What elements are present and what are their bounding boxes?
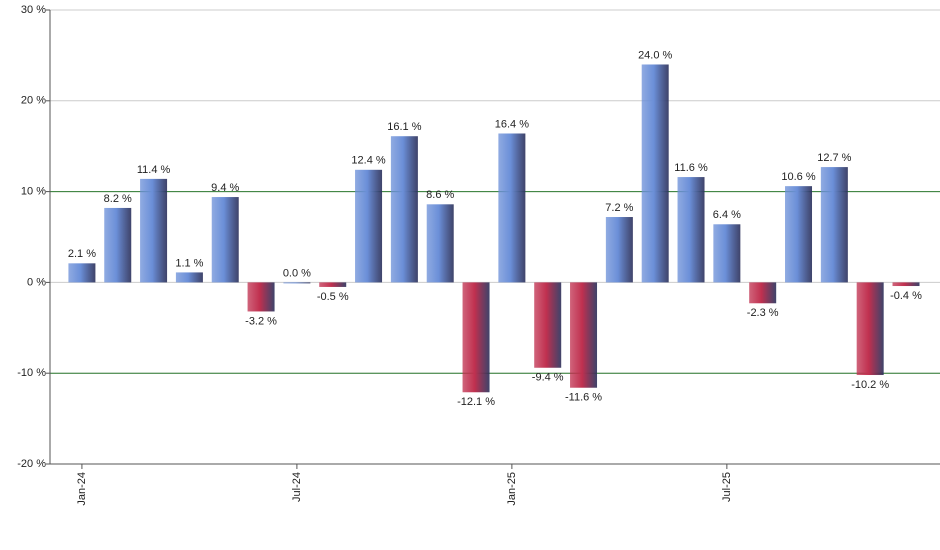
y-tick-label: -10 % (17, 367, 46, 379)
value-label: -0.4 % (890, 290, 922, 302)
bar (785, 186, 813, 283)
value-label: -11.6 % (565, 392, 602, 404)
bar (820, 167, 848, 283)
bar (677, 177, 705, 283)
value-label: -9.4 % (532, 372, 564, 384)
value-label: 24.0 % (638, 49, 672, 61)
bar (355, 169, 383, 283)
value-label: -10.2 % (851, 379, 889, 391)
value-label: 12.4 % (351, 155, 385, 167)
value-label: 8.6 % (426, 189, 454, 201)
value-label: 2.1 % (68, 248, 96, 260)
bar (319, 282, 347, 287)
x-tick-label: Jul-25 (721, 472, 733, 502)
value-label: 10.6 % (781, 171, 815, 183)
bar (641, 64, 669, 283)
value-label: 8.2 % (104, 193, 132, 205)
value-label: 12.7 % (817, 152, 851, 164)
y-tick-label: 20 % (21, 95, 46, 107)
bar (856, 282, 884, 376)
x-tick-label: Jan-24 (76, 472, 88, 506)
y-tick-label: 30 % (21, 4, 46, 16)
value-label: -12.1 % (457, 396, 495, 408)
y-tick-label: -20 % (17, 458, 46, 470)
bar (462, 282, 490, 393)
value-label: 1.1 % (175, 257, 203, 269)
bar (892, 282, 920, 287)
value-label: 16.1 % (387, 121, 421, 133)
bar (605, 217, 633, 283)
bar (68, 263, 96, 283)
value-label: 9.4 % (211, 182, 239, 194)
value-label: 0.0 % (283, 267, 311, 279)
bar (570, 282, 598, 388)
bar (713, 224, 741, 283)
value-label: 11.6 % (674, 162, 708, 174)
bar (175, 272, 203, 283)
bar (749, 282, 777, 304)
y-tick-label: 10 % (21, 186, 46, 198)
value-label: -2.3 % (747, 307, 779, 319)
value-label: 7.2 % (605, 202, 633, 214)
x-tick-label: Jul-24 (291, 472, 303, 502)
bar (140, 178, 168, 283)
bar (104, 207, 132, 283)
bar (534, 282, 562, 368)
y-tick-label: 0 % (27, 276, 46, 288)
bar (498, 133, 526, 283)
value-label: -0.5 % (317, 291, 349, 303)
value-label: 11.4 % (137, 164, 171, 176)
bar (283, 282, 311, 284)
x-tick-label: Jan-25 (506, 472, 518, 506)
value-label: 16.4 % (495, 118, 529, 130)
bar (426, 204, 454, 283)
value-label: 6.4 % (713, 209, 741, 221)
value-label: -3.2 % (245, 315, 277, 327)
bar (390, 136, 418, 283)
bar (247, 282, 275, 312)
bar (211, 197, 239, 283)
